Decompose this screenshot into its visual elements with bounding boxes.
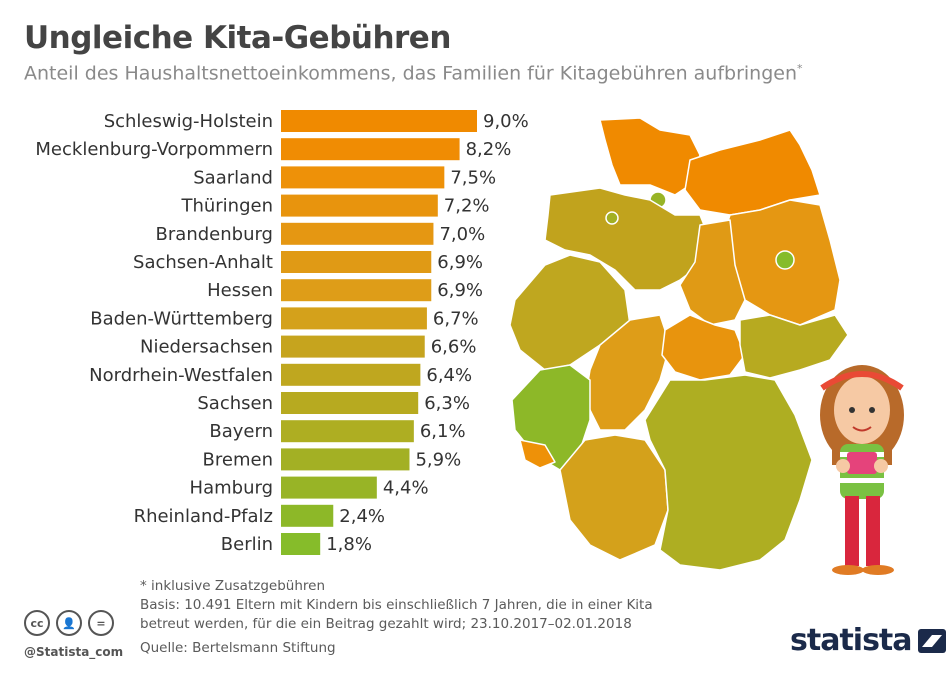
statista-logo-icon	[917, 628, 946, 653]
bar[interactable]	[281, 166, 445, 189]
bar[interactable]	[281, 363, 421, 386]
category-label: Schleswig-Holstein	[104, 111, 273, 132]
value-label: 6,3%	[424, 393, 470, 414]
value-label: 6,9%	[437, 280, 483, 301]
bar[interactable]	[281, 476, 377, 499]
category-label: Bremen	[203, 449, 273, 470]
value-label: 9,0%	[483, 111, 529, 132]
bar[interactable]	[281, 448, 410, 471]
category-label: Baden-Württemberg	[90, 308, 273, 329]
value-label: 6,9%	[437, 252, 483, 273]
attribution-icon[interactable]: 👤	[56, 610, 82, 636]
value-label: 7,2%	[444, 196, 490, 217]
category-label: Niedersachsen	[140, 337, 273, 358]
footnote-basis-line1: Basis: 10.491 Eltern mit Kindern bis ein…	[140, 597, 653, 613]
value-label: 7,0%	[439, 224, 485, 245]
bar[interactable]	[281, 194, 438, 217]
bar[interactable]	[281, 504, 334, 527]
bar[interactable]	[281, 222, 434, 245]
statista-logo[interactable]: statista	[790, 623, 946, 658]
value-label: 7,5%	[450, 167, 496, 188]
no-derivatives-icon[interactable]: =	[88, 610, 114, 636]
category-label: Thüringen	[180, 196, 273, 217]
footnote-basis-line2: betreut werden, für die ein Beitrag geza…	[140, 616, 632, 632]
value-label: 8,2%	[466, 139, 512, 160]
value-label: 4,4%	[383, 478, 429, 499]
cc-icon[interactable]: cc	[24, 610, 50, 636]
subtitle-text: Anteil des Haushaltsnettoeinkommens, das…	[24, 62, 798, 85]
category-label: Hamburg	[190, 478, 273, 499]
chart-title: Ungleiche Kita-Gebühren	[24, 20, 451, 56]
category-label: Hessen	[207, 280, 273, 301]
statista-handle[interactable]: @Statista_com	[24, 645, 124, 659]
category-label: Mecklenburg-Vorpommern	[35, 139, 273, 160]
category-label: Saarland	[193, 167, 273, 188]
value-label: 6,7%	[433, 308, 479, 329]
bar[interactable]	[281, 335, 425, 358]
license-icons: cc 👤 =	[24, 610, 114, 636]
bar[interactable]	[281, 420, 414, 443]
value-label: 6,1%	[420, 421, 466, 442]
source-note: Quelle: Bertelsmann Stiftung	[140, 640, 336, 656]
value-label: 6,6%	[431, 337, 477, 358]
footnote-asterisk: * inklusive Zusatzgebühren	[140, 578, 326, 594]
value-label: 1,8%	[326, 534, 372, 555]
value-label: 2,4%	[339, 506, 385, 527]
value-label: 6,4%	[426, 365, 472, 386]
category-label: Sachsen	[197, 393, 273, 414]
value-label: 5,9%	[415, 449, 461, 470]
bar[interactable]	[281, 251, 432, 273]
bar[interactable]	[281, 533, 321, 555]
subtitle-footnote-mark: *	[797, 62, 803, 75]
statista-wordmark: statista	[790, 623, 913, 658]
bar[interactable]	[281, 110, 477, 132]
category-label: Bayern	[209, 421, 273, 442]
bar[interactable]	[281, 138, 460, 161]
category-label: Sachsen-Anhalt	[133, 252, 273, 273]
category-label: Brandenburg	[156, 224, 273, 245]
category-label: Rheinland-Pfalz	[134, 506, 273, 527]
bar[interactable]	[281, 392, 419, 414]
bar[interactable]	[281, 307, 427, 330]
chart-subtitle: Anteil des Haushaltsnettoeinkommens, das…	[24, 62, 803, 84]
category-label: Nordrhein-Westfalen	[89, 365, 273, 386]
category-label: Berlin	[221, 534, 273, 555]
bar[interactable]	[281, 279, 432, 302]
